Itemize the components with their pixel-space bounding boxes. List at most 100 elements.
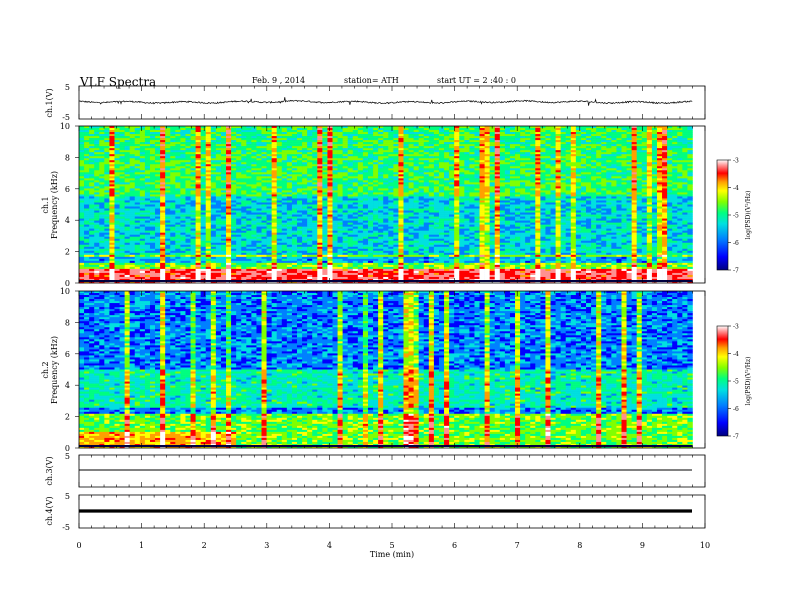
spectrogram-cell bbox=[272, 275, 277, 277]
spectrogram-cell bbox=[231, 182, 236, 184]
spectrogram-cell bbox=[287, 150, 292, 152]
spectrogram-cell bbox=[170, 225, 175, 227]
spectrogram-cell bbox=[216, 207, 221, 209]
spectrogram-cell bbox=[125, 198, 130, 200]
spectrogram-cell bbox=[226, 140, 231, 142]
spectrogram-cell bbox=[251, 146, 256, 148]
spectrogram-cell bbox=[292, 158, 297, 160]
spectrogram-cell bbox=[165, 130, 170, 132]
spectrogram-cell bbox=[140, 132, 145, 134]
spectrogram-cell bbox=[109, 164, 114, 166]
spectrogram-cell bbox=[135, 150, 140, 152]
spectrogram-cell bbox=[84, 213, 89, 215]
spectrogram-cell bbox=[221, 275, 226, 277]
spectrogram-cell bbox=[175, 136, 180, 138]
spectrogram-cell bbox=[109, 154, 114, 156]
spectrogram-cell bbox=[297, 146, 302, 148]
spectrogram-cell bbox=[170, 198, 175, 200]
spectrogram-cell bbox=[196, 162, 201, 164]
spectrogram-cell bbox=[221, 249, 226, 251]
spectrogram-cell bbox=[287, 174, 292, 176]
spectrogram-cell bbox=[231, 198, 236, 200]
spectrogram-cell bbox=[226, 182, 231, 184]
spectrogram-cell bbox=[231, 213, 236, 215]
spectrogram-cell bbox=[297, 172, 302, 174]
spectrogram-cell bbox=[155, 273, 160, 275]
spectrogram-cell bbox=[165, 196, 170, 198]
spectrogram-cell bbox=[89, 166, 94, 168]
spectrogram-cell bbox=[84, 219, 89, 221]
spectrogram-cell bbox=[241, 227, 246, 229]
spectrogram-cell bbox=[114, 207, 119, 209]
spectrogram-cell bbox=[165, 269, 170, 271]
spectrogram-cell bbox=[262, 267, 267, 269]
spectrogram-cell bbox=[140, 239, 145, 241]
spectrogram-cell bbox=[277, 188, 282, 190]
spectrogram-cell bbox=[196, 198, 201, 200]
spectrogram-cell bbox=[292, 211, 297, 213]
spectrogram-cell bbox=[246, 174, 251, 176]
spectrogram-cell bbox=[287, 166, 292, 168]
spectrogram-cell bbox=[231, 158, 236, 160]
spectrogram-cell bbox=[196, 269, 201, 271]
spectrogram-cell bbox=[256, 162, 261, 164]
spectrogram-cell bbox=[160, 263, 165, 265]
spectrogram-cell bbox=[180, 170, 185, 172]
spectrogram-cell bbox=[79, 237, 84, 239]
spectrogram-cell bbox=[231, 205, 236, 207]
spectrogram-cell bbox=[130, 180, 135, 182]
spectrogram-cell bbox=[155, 205, 160, 207]
spectrogram-cell bbox=[211, 156, 216, 158]
spectrogram-cell bbox=[292, 275, 297, 277]
spectrogram-cell bbox=[297, 235, 302, 237]
spectrogram-cell bbox=[201, 170, 206, 172]
spectrogram-cell bbox=[99, 223, 104, 225]
spectrogram-cell bbox=[262, 237, 267, 239]
spectrogram-cell bbox=[196, 275, 201, 277]
spectrogram-cell bbox=[140, 190, 145, 192]
spectrogram-cell bbox=[84, 261, 89, 263]
spectrogram-cell bbox=[160, 134, 165, 136]
spectrogram-cell bbox=[226, 231, 231, 233]
spectrogram-cell bbox=[282, 277, 287, 279]
spectrogram-cell bbox=[231, 202, 236, 204]
spectrogram-cell bbox=[251, 158, 256, 160]
spectrogram-cell bbox=[79, 235, 84, 237]
spectrogram-cell bbox=[170, 194, 175, 196]
spectrogram-cell bbox=[140, 253, 145, 255]
spectrogram-cell bbox=[114, 251, 119, 253]
spectrogram-cell bbox=[272, 170, 277, 172]
spectrogram-cell bbox=[150, 180, 155, 182]
spectrogram-cell bbox=[79, 194, 84, 196]
spectrogram-cell bbox=[272, 211, 277, 213]
spectrogram-cell bbox=[221, 140, 226, 142]
spectrogram-cell bbox=[272, 261, 277, 263]
spectrogram-cell bbox=[216, 176, 221, 178]
spectrogram-cell bbox=[256, 235, 261, 237]
spectrogram-cell bbox=[216, 249, 221, 251]
spectrogram-cell bbox=[155, 156, 160, 158]
spectrogram-cell bbox=[241, 275, 246, 277]
spectrogram-cell bbox=[99, 150, 104, 152]
spectrogram-cell bbox=[180, 160, 185, 162]
date-label: Feb. 9 , 2014 bbox=[252, 76, 305, 85]
spectrogram-cell bbox=[272, 196, 277, 198]
spectrogram-cell bbox=[79, 219, 84, 221]
spectrogram-cell bbox=[109, 196, 114, 198]
spectrogram-cell bbox=[185, 265, 190, 267]
spectrogram-cell bbox=[104, 229, 109, 231]
spectrogram-cell bbox=[130, 211, 135, 213]
spectrogram-cell bbox=[155, 259, 160, 261]
spectrogram-cell bbox=[130, 186, 135, 188]
spectrogram-cell bbox=[79, 192, 84, 194]
spectrogram-cell bbox=[251, 172, 256, 174]
spectrogram-cell bbox=[226, 130, 231, 132]
spectrogram-cell bbox=[79, 156, 84, 158]
spectrogram-cell bbox=[114, 245, 119, 247]
spectrogram-cell bbox=[282, 267, 287, 269]
spectrogram-cell bbox=[216, 213, 221, 215]
spectrogram-cell bbox=[206, 190, 211, 192]
station-label: station= ATH bbox=[344, 76, 399, 85]
spectrogram-cell bbox=[277, 158, 282, 160]
spectrogram-cell bbox=[246, 172, 251, 174]
